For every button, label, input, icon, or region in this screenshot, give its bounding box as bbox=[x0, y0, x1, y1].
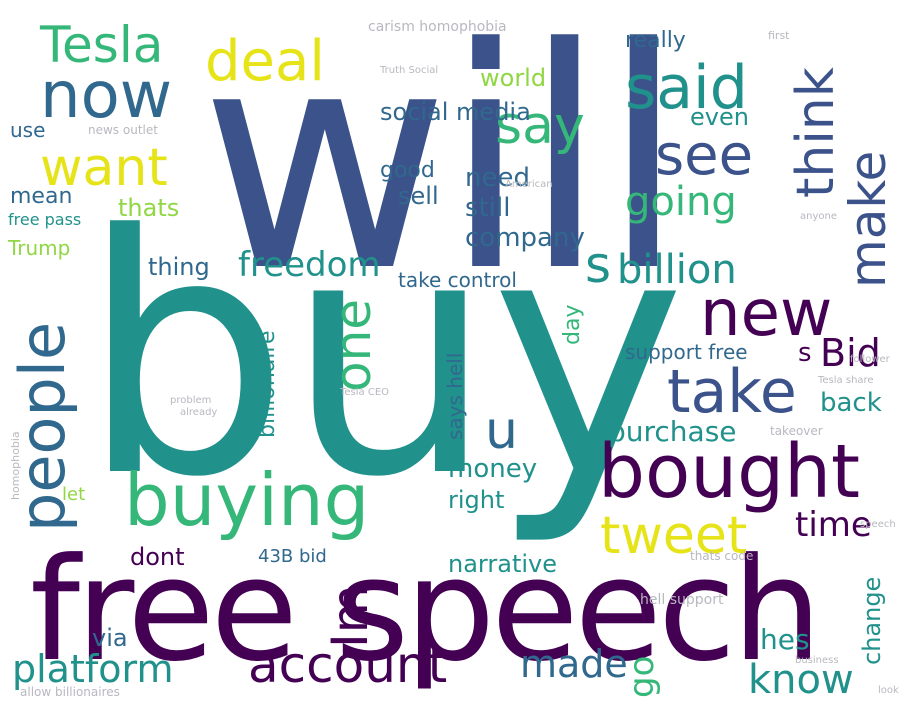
word-make: make bbox=[839, 150, 897, 288]
word-free-pass: free pass bbox=[8, 210, 82, 229]
word-made: made bbox=[520, 642, 628, 686]
word-see: see bbox=[655, 123, 754, 188]
word-follower: follower bbox=[850, 354, 890, 365]
word-right: right bbox=[448, 486, 505, 514]
word-via: via bbox=[92, 624, 128, 652]
word-tesla-ceo: Tesla CEO bbox=[340, 387, 390, 398]
word-news-outlet: news outlet bbox=[88, 123, 158, 137]
word-still: still bbox=[465, 193, 511, 223]
word-now: now bbox=[40, 59, 173, 133]
word-trump: Trump bbox=[8, 236, 71, 260]
word-said: said bbox=[625, 53, 748, 123]
word-purchase: purchase bbox=[608, 415, 737, 448]
word-billionaire: billionaire bbox=[255, 330, 280, 438]
word-mean: mean bbox=[10, 184, 73, 209]
word-s1: s bbox=[585, 236, 612, 294]
word-tesla: Tesla bbox=[40, 16, 164, 74]
word-american: American bbox=[505, 179, 553, 190]
word-back: back bbox=[820, 388, 882, 418]
word-buy: buy bbox=[80, 165, 686, 549]
word-deal: deal bbox=[205, 29, 325, 94]
word-money: money bbox=[448, 454, 538, 484]
word-first: first bbox=[768, 29, 790, 42]
word-bid: Bid bbox=[820, 331, 881, 375]
word-going: going bbox=[625, 179, 737, 225]
word-business: business bbox=[795, 655, 839, 666]
word-even: even bbox=[690, 103, 749, 131]
word-say: say bbox=[495, 96, 585, 156]
word-im: Im bbox=[321, 584, 379, 648]
word-account: account bbox=[248, 636, 448, 694]
word-allow-billionaires: allow billionaires bbox=[20, 685, 120, 699]
word-world: world bbox=[480, 64, 547, 92]
word-buying: buying bbox=[124, 458, 370, 542]
word-think: think bbox=[786, 67, 846, 198]
word-problem: problem bbox=[170, 395, 212, 406]
word-social-media: social media bbox=[380, 98, 531, 126]
word-already: already bbox=[180, 407, 218, 418]
word-want: want bbox=[40, 138, 168, 198]
word-day: day bbox=[560, 304, 585, 345]
word-take-control: take control bbox=[398, 268, 517, 292]
word-change: change bbox=[858, 576, 886, 665]
word-go: go bbox=[622, 655, 662, 698]
word-sell: sell bbox=[398, 182, 439, 210]
word-new: new bbox=[700, 277, 833, 351]
word-platform: platform bbox=[12, 647, 174, 691]
word-will: will bbox=[200, 0, 686, 338]
word-free-speech: free speech bbox=[30, 528, 822, 693]
word-time: time bbox=[795, 505, 872, 545]
word-one: one bbox=[324, 298, 382, 392]
word-says-hell: says hell bbox=[443, 352, 467, 440]
word-thing: thing bbox=[148, 253, 210, 281]
word-truth-social: Truth Social bbox=[380, 65, 439, 76]
word-dont: dont bbox=[130, 543, 185, 571]
word-thats-code: thats code bbox=[690, 549, 754, 563]
word-homophobia: homophobia bbox=[9, 431, 22, 500]
word-support-free: support free bbox=[625, 340, 748, 364]
word-tweet: tweet bbox=[600, 506, 748, 566]
word-s2: s bbox=[798, 338, 812, 368]
word-bought: bought bbox=[598, 429, 861, 515]
word-takeover: takeover bbox=[770, 424, 823, 438]
word-freedom: freedom bbox=[238, 245, 381, 285]
word-use: use bbox=[10, 118, 46, 142]
word-carism-homophobia: carism homophobia bbox=[368, 19, 507, 35]
word-narrative: narrative bbox=[448, 550, 557, 578]
word-hes: hes bbox=[760, 623, 810, 656]
word-know: know bbox=[748, 657, 854, 702]
word-company: company bbox=[465, 223, 585, 253]
word-u: u bbox=[485, 401, 518, 461]
word-43b-bid: 43B bid bbox=[258, 546, 327, 567]
word-good: good bbox=[380, 158, 435, 183]
word-billion: billion bbox=[617, 247, 737, 293]
word-speech: speech bbox=[860, 519, 896, 530]
word-need: need bbox=[465, 163, 530, 193]
word-thats: thats bbox=[118, 194, 180, 222]
word-anyone: anyone bbox=[800, 211, 837, 222]
word-look: look bbox=[878, 685, 899, 696]
word-really: really bbox=[625, 28, 686, 53]
word-hell-support: hell support bbox=[640, 592, 724, 608]
word-tesla-share: Tesla share bbox=[818, 375, 874, 386]
word-take: take bbox=[667, 357, 797, 427]
word-let: let bbox=[62, 484, 86, 505]
